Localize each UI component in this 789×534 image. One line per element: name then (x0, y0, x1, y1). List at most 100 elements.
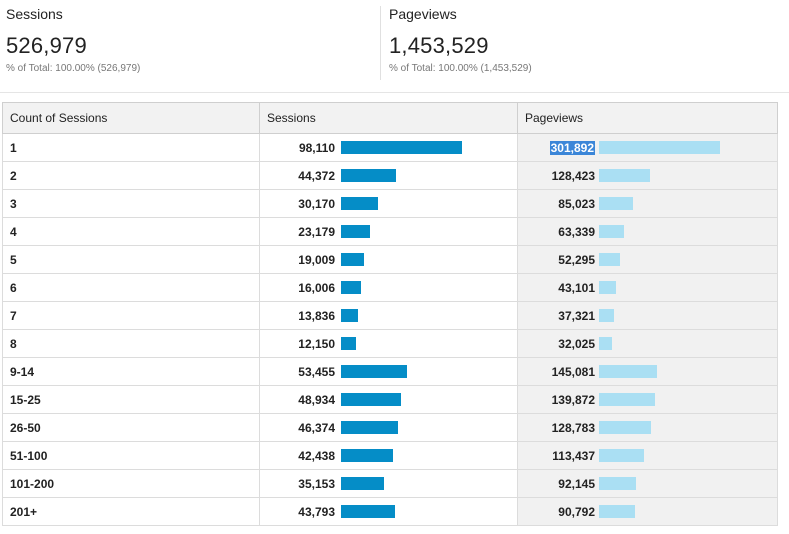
pageviews-percent-of-total: % of Total: 100.00% (1,453,529) (389, 63, 532, 74)
sessions-value: 44,372 (298, 169, 335, 183)
row-pageviews-cell: 90,792 (517, 497, 778, 526)
row-sessions-cell: 98,110 (259, 133, 518, 162)
report-table: Count of Sessions Sessions Pageviews 1 98… (2, 102, 778, 526)
row-dimension-value: 6 (2, 273, 260, 302)
sessions-label: Sessions (6, 6, 63, 22)
row-sessions-cell: 48,934 (259, 385, 518, 414)
row-dimension-value: 5 (2, 245, 260, 274)
pageviews-bar (599, 197, 633, 210)
sessions-bar (341, 365, 407, 378)
table-row: 5 19,009 52,295 (2, 245, 778, 274)
row-sessions-cell: 35,153 (259, 469, 518, 498)
sessions-bar (341, 197, 378, 210)
row-dimension-value: 8 (2, 329, 260, 358)
pageviews-total: 1,453,529 (389, 33, 489, 58)
summary-scorecards: Sessions 526,979 % of Total: 100.00% (52… (0, 0, 789, 93)
row-sessions-cell: 13,836 (259, 301, 518, 330)
row-pageviews-cell: 37,321 (517, 301, 778, 330)
row-pageviews-cell: 145,081 (517, 357, 778, 386)
pageviews-bar (599, 281, 616, 294)
table-row: 9-14 53,455 145,081 (2, 357, 778, 386)
sessions-value: 53,455 (298, 365, 335, 379)
sessions-bar (341, 505, 395, 518)
pageviews-value: 52,295 (558, 253, 595, 267)
row-sessions-cell: 23,179 (259, 217, 518, 246)
pageviews-bar (599, 393, 655, 406)
sessions-value: 13,836 (298, 309, 335, 323)
row-pageviews-cell: 128,783 (517, 413, 778, 442)
sessions-value: 42,438 (298, 449, 335, 463)
sessions-total: 526,979 (6, 33, 87, 58)
sessions-value: 16,006 (298, 281, 335, 295)
pageviews-bar (599, 225, 624, 238)
pageviews-value: 92,145 (558, 477, 595, 491)
table-row: 4 23,179 63,339 (2, 217, 778, 246)
sessions-value: 43,793 (298, 505, 335, 519)
row-pageviews-cell: 139,872 (517, 385, 778, 414)
row-sessions-cell: 19,009 (259, 245, 518, 274)
row-dimension-value: 2 (2, 161, 260, 190)
row-dimension-value: 1 (2, 133, 260, 162)
pageviews-bar (599, 449, 644, 462)
pageviews-value: 113,437 (552, 449, 595, 463)
row-dimension-value: 3 (2, 189, 260, 218)
pageviews-bar (599, 421, 651, 434)
pageviews-bar (599, 365, 657, 378)
sessions-bar (341, 141, 462, 154)
table-row: 101-200 35,153 92,145 (2, 469, 778, 498)
pageviews-value: 90,792 (558, 505, 595, 519)
pageviews-bar (599, 309, 614, 322)
table-row: 15-25 48,934 139,872 (2, 385, 778, 414)
pageviews-value: 37,321 (558, 309, 595, 323)
pageviews-bar (599, 505, 635, 518)
pageviews-bar (599, 337, 612, 350)
row-pageviews-cell: 63,339 (517, 217, 778, 246)
table-row: 201+ 43,793 90,792 (2, 497, 778, 526)
table-row: 7 13,836 37,321 (2, 301, 778, 330)
row-pageviews-cell: 85,023 (517, 189, 778, 218)
row-dimension-value: 9-14 (2, 357, 260, 386)
sessions-bar (341, 253, 364, 266)
column-header-pageviews[interactable]: Pageviews (517, 102, 778, 134)
sessions-bar (341, 421, 398, 434)
sessions-bar (341, 225, 370, 238)
pageviews-bar (599, 477, 636, 490)
table-row: 1 98,110 301,892 (2, 133, 778, 162)
sessions-bar (341, 477, 384, 490)
sessions-value: 30,170 (298, 197, 335, 211)
sessions-bar (341, 337, 356, 350)
row-sessions-cell: 12,150 (259, 329, 518, 358)
column-header-sessions[interactable]: Sessions (259, 102, 518, 134)
sessions-bar (341, 169, 396, 182)
row-dimension-value: 7 (2, 301, 260, 330)
column-header-count-of-sessions[interactable]: Count of Sessions (2, 102, 260, 134)
row-dimension-value: 101-200 (2, 469, 260, 498)
sessions-value: 35,153 (298, 477, 335, 491)
sessions-bar (341, 393, 401, 406)
sessions-value: 98,110 (298, 141, 335, 155)
sessions-value: 46,374 (298, 421, 335, 435)
table-row: 2 44,372 128,423 (2, 161, 778, 190)
pageviews-value: 32,025 (558, 337, 595, 351)
sessions-bar (341, 309, 358, 322)
pageviews-value: 63,339 (558, 225, 595, 239)
table-row: 8 12,150 32,025 (2, 329, 778, 358)
pageviews-value: 128,423 (551, 169, 595, 183)
pageviews-value: 128,783 (551, 421, 595, 435)
sessions-value: 48,934 (298, 393, 335, 407)
pageviews-value-selected: 301,892 (549, 141, 595, 155)
sessions-scorecard: Sessions 526,979 % of Total: 100.00% (52… (6, 6, 140, 74)
sessions-bar (341, 281, 361, 294)
row-dimension-value: 26-50 (2, 413, 260, 442)
row-pageviews-cell: 128,423 (517, 161, 778, 190)
row-pageviews-cell: 32,025 (517, 329, 778, 358)
table-row: 3 30,170 85,023 (2, 189, 778, 218)
pageviews-value: 43,101 (558, 281, 595, 295)
row-dimension-value: 4 (2, 217, 260, 246)
pageviews-bar (599, 141, 720, 154)
row-dimension-value: 201+ (2, 497, 260, 526)
sessions-value: 19,009 (298, 253, 335, 267)
sessions-percent-of-total: % of Total: 100.00% (526,979) (6, 63, 141, 74)
row-pageviews-cell: 52,295 (517, 245, 778, 274)
row-sessions-cell: 46,374 (259, 413, 518, 442)
